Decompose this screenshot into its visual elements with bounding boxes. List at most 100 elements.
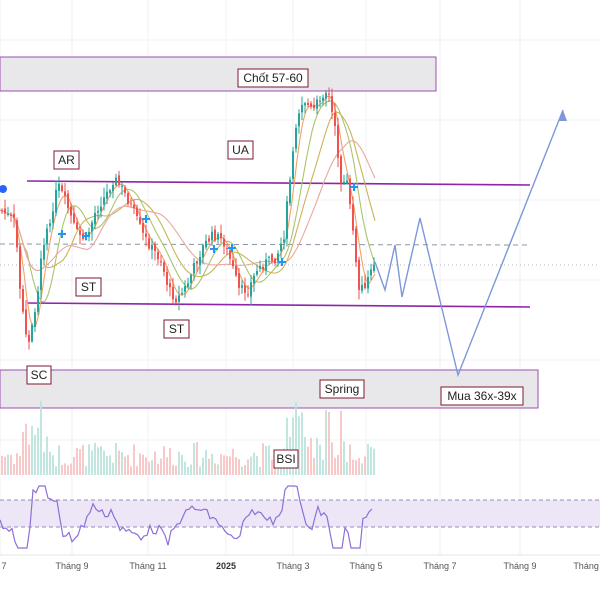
volume-bar [202, 457, 204, 475]
candle-body [160, 261, 162, 263]
candle-body [304, 103, 306, 106]
volume-bar [88, 444, 90, 475]
volume-bar [136, 466, 138, 475]
volume-bar [352, 459, 354, 475]
candle-body [67, 193, 69, 208]
volume-bar [19, 455, 21, 475]
volume-bar [97, 447, 99, 475]
volume-bar [118, 450, 120, 475]
candle-body [343, 181, 345, 184]
candle-body [37, 291, 39, 312]
volume-bar [196, 442, 198, 475]
label-sc-text: SC [31, 368, 48, 382]
volume-bar [148, 461, 150, 475]
candle-body [175, 298, 177, 303]
volume-bar [58, 445, 60, 475]
candle-body [361, 285, 363, 291]
volume-bar [94, 442, 96, 475]
rsi-line [0, 485, 373, 549]
candle-body [298, 113, 300, 127]
candle-body [76, 222, 78, 229]
volume-bar [31, 426, 33, 475]
resistance-line [26, 180, 531, 186]
candle-body [97, 210, 99, 213]
x-tick-label: Tháng 7 [423, 561, 456, 571]
candle-body [40, 258, 42, 291]
candle-body [148, 238, 150, 249]
candle-body [241, 285, 243, 288]
label-bsi-text: BSI [276, 452, 295, 466]
volume-bar [25, 423, 27, 475]
candle-body [307, 102, 309, 106]
volume-bar [313, 457, 315, 475]
candle-body [121, 185, 123, 187]
volume-bar [169, 448, 171, 475]
volume-bars [1, 401, 375, 475]
volume-bar [349, 444, 351, 475]
volume-bar [334, 457, 336, 475]
volume-bar [190, 464, 192, 475]
label-st-1: ST [75, 277, 102, 297]
candle-body [355, 228, 357, 263]
volume-bar [253, 452, 255, 475]
volume-bar [52, 455, 54, 475]
x-axis-ticks: 7 Tháng 9 Tháng 11 2025 Tháng 3 Tháng 5 Tháng … [1, 561, 600, 571]
projection-arrowhead [559, 110, 567, 121]
ma-line [0, 95, 376, 328]
candle-body [7, 213, 9, 215]
candle-body [109, 190, 111, 193]
volume-bar [46, 436, 48, 475]
candle-body [247, 294, 249, 296]
volume-bar [70, 463, 72, 475]
candle-body [373, 264, 375, 271]
volume-bar [16, 453, 18, 475]
ma-line [0, 111, 376, 278]
x-tick-label: Tháng 11 [129, 561, 166, 571]
volume-bar [184, 461, 186, 475]
volume-bar [67, 465, 69, 475]
volume-bar [292, 417, 294, 475]
candle-body [49, 223, 51, 227]
projection-path [374, 109, 564, 378]
candle-body [28, 334, 30, 342]
candle-body [322, 97, 324, 101]
volume-bar [250, 456, 252, 475]
volume-bar [370, 446, 372, 475]
candle-body [79, 230, 81, 235]
volume-bar [145, 457, 147, 475]
candle-body [142, 222, 144, 233]
candle-body [55, 189, 57, 213]
candle-body [256, 270, 258, 275]
candle-body [325, 92, 327, 99]
candle-body [340, 156, 342, 183]
candle-body [262, 266, 264, 270]
volume-bar [130, 466, 132, 475]
event-dot [0, 185, 7, 193]
buy-signal-marker [278, 258, 286, 266]
signal-markers [58, 183, 358, 266]
volume-bar [373, 448, 375, 475]
volume-bar [1, 455, 3, 475]
candle-body [172, 286, 174, 300]
volume-bar [361, 463, 363, 475]
volume-bar [328, 411, 330, 475]
volume-bar [226, 456, 228, 475]
volume-bar [298, 416, 300, 475]
candle-body [46, 228, 48, 244]
candle-body [238, 273, 240, 288]
label-st-2-text: ST [169, 322, 185, 336]
volume-bar [319, 444, 321, 475]
x-tick-label: 2025 [216, 561, 236, 571]
volume-bar [139, 453, 141, 475]
volume-bar [364, 456, 366, 475]
volume-bar [163, 446, 165, 475]
volume-bar [232, 448, 234, 475]
target-zone [0, 56, 437, 92]
buy-signal-marker [228, 244, 236, 252]
candle-body [232, 260, 234, 267]
volume-bar [37, 427, 39, 475]
candle-body [346, 180, 348, 184]
volume-bar [175, 465, 177, 475]
